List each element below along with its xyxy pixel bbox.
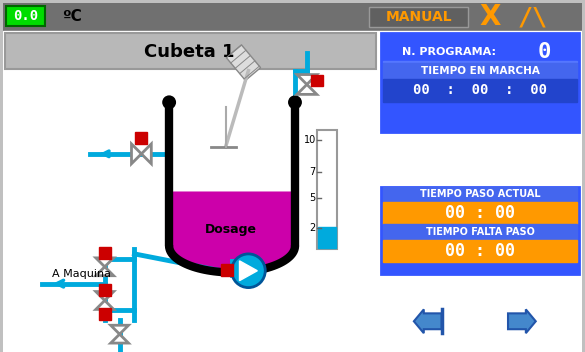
Text: 2: 2 [309,222,316,233]
Polygon shape [96,258,113,267]
Text: 00 : 00: 00 : 00 [445,204,515,222]
Text: MANUAL: MANUAL [386,10,452,24]
Bar [6,6,45,26]
Polygon shape [96,291,113,301]
Text: ºC: ºC [62,8,82,24]
Bar [383,61,577,62]
Polygon shape [239,261,257,281]
Bar [99,284,111,296]
Bar [311,75,323,87]
Bar [369,7,469,27]
Bar [381,187,579,274]
Text: 00  :  00  :  00: 00 : 00 : 00 [413,83,547,98]
Bar [3,3,582,31]
Text: 7: 7 [309,166,316,177]
Bar [383,224,577,240]
Text: 0.0: 0.0 [13,9,38,23]
Text: Cubeta 1: Cubeta 1 [144,43,234,61]
Polygon shape [297,75,316,84]
Bar [316,130,336,249]
Polygon shape [96,301,113,309]
Bar [383,78,577,102]
Polygon shape [111,334,129,343]
Circle shape [288,95,302,109]
Text: /\: /\ [518,5,548,29]
Text: 5: 5 [309,193,316,203]
Bar [383,240,577,262]
Polygon shape [96,267,113,276]
Polygon shape [297,84,316,94]
Bar [99,308,111,320]
Bar [5,33,376,69]
Bar [99,247,111,259]
Bar [383,187,577,202]
Bar [226,45,260,80]
Text: 10: 10 [304,134,316,145]
Text: X: X [480,3,501,31]
Circle shape [162,95,176,109]
Bar [383,202,577,224]
Bar [318,227,336,248]
Text: 0: 0 [538,42,551,62]
Bar [381,33,579,132]
Text: TIEMPO FALTA PASO: TIEMPO FALTA PASO [426,227,535,237]
Polygon shape [111,325,129,334]
Polygon shape [142,144,152,164]
Text: 00 : 00: 00 : 00 [445,242,515,260]
Circle shape [232,254,265,288]
Bar [221,264,233,276]
Polygon shape [414,309,442,333]
Bar [136,132,147,144]
Text: A Maquina: A Maquina [53,269,112,279]
Text: TIEMPO PASO ACTUAL: TIEMPO PASO ACTUAL [420,189,541,200]
Text: N. PROGRAMA:: N. PROGRAMA: [401,47,495,57]
Text: TIEMPO EN MARCHA: TIEMPO EN MARCHA [421,65,540,76]
Text: Dosage: Dosage [205,222,257,235]
Polygon shape [169,191,295,272]
Polygon shape [508,309,536,333]
Bar [383,63,577,78]
Polygon shape [132,144,142,164]
